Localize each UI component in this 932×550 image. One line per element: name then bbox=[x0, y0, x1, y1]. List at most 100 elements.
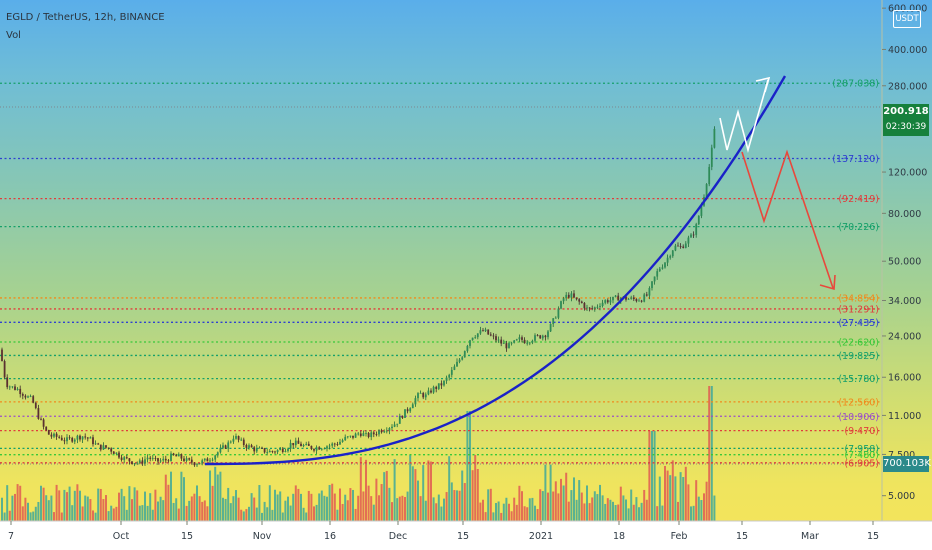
volume-bar bbox=[164, 474, 167, 521]
candle-body bbox=[664, 262, 666, 268]
currency-button[interactable]: USDT bbox=[893, 10, 921, 28]
candle-body bbox=[593, 307, 596, 309]
candle-body bbox=[68, 437, 71, 439]
volume-bar bbox=[248, 506, 250, 521]
level-label: (22.620) bbox=[838, 337, 879, 348]
candle-body bbox=[253, 447, 256, 452]
volume-bar bbox=[565, 472, 568, 521]
volume-bar bbox=[500, 512, 503, 521]
candle-body bbox=[305, 443, 308, 446]
candle-body bbox=[531, 340, 534, 343]
candle-body bbox=[344, 436, 347, 441]
volume-bar bbox=[526, 507, 529, 521]
candle-body bbox=[6, 377, 9, 388]
candle-body bbox=[482, 330, 484, 332]
volume-bar bbox=[422, 465, 425, 521]
volume-bar bbox=[146, 505, 149, 521]
volume-bar bbox=[695, 480, 698, 521]
y-tick-label: 120.000 bbox=[888, 168, 927, 179]
volume-bar bbox=[398, 496, 401, 521]
volume-bar bbox=[648, 431, 651, 521]
volume-bar bbox=[482, 499, 484, 521]
volume-bar bbox=[24, 497, 27, 521]
candle-body bbox=[357, 433, 360, 435]
volume-indicator-label[interactable]: Vol bbox=[6, 30, 21, 41]
volume-bar bbox=[635, 497, 638, 521]
candle-body bbox=[645, 294, 648, 296]
candle-body bbox=[115, 452, 118, 454]
candle-body bbox=[89, 437, 92, 439]
bull-projection-path bbox=[719, 79, 769, 154]
candle-body bbox=[323, 448, 326, 450]
candle-body bbox=[336, 444, 339, 445]
candle-body bbox=[105, 445, 107, 448]
candle-body bbox=[55, 433, 58, 437]
candle-body bbox=[37, 408, 40, 419]
level-label: (31.291) bbox=[838, 304, 879, 315]
candle-body bbox=[679, 246, 682, 247]
volume-bar bbox=[115, 506, 118, 521]
candle-body bbox=[180, 454, 183, 459]
volume-bar bbox=[560, 478, 562, 521]
volume-bar bbox=[651, 431, 653, 521]
candle-body bbox=[1, 349, 3, 362]
candle-body bbox=[713, 128, 716, 148]
volume-bar bbox=[84, 495, 87, 521]
volume-bar bbox=[601, 495, 604, 521]
candle-body bbox=[396, 423, 399, 425]
volume-bar bbox=[154, 489, 157, 521]
candle-body bbox=[409, 408, 412, 412]
volume-bar bbox=[125, 509, 128, 521]
candle-body bbox=[505, 343, 508, 349]
volume-bar bbox=[206, 506, 209, 521]
candle-body bbox=[110, 448, 113, 452]
volume-bar bbox=[128, 486, 131, 521]
candle-body bbox=[133, 463, 136, 465]
candle-body bbox=[250, 445, 253, 448]
candle-body bbox=[203, 458, 206, 461]
volume-bar bbox=[625, 499, 627, 521]
candle-body bbox=[528, 342, 531, 344]
volume-bar bbox=[73, 490, 76, 521]
candle-body bbox=[81, 436, 84, 440]
candle-body bbox=[437, 383, 440, 389]
volume-bar bbox=[606, 498, 609, 521]
volume-bar bbox=[76, 484, 79, 521]
volume-bar bbox=[357, 495, 360, 521]
volume-bar bbox=[424, 500, 427, 521]
volume-bar bbox=[562, 485, 565, 521]
candle-body bbox=[66, 437, 68, 442]
candle-body bbox=[157, 458, 159, 462]
volume-bar bbox=[463, 483, 466, 521]
volume-bar bbox=[323, 495, 326, 521]
candle-body bbox=[547, 331, 549, 338]
volume-bar bbox=[60, 512, 63, 521]
candle-body bbox=[417, 393, 419, 399]
candle-body bbox=[466, 345, 469, 352]
candle-body bbox=[40, 418, 42, 420]
volume-bar bbox=[261, 512, 263, 521]
candle-body bbox=[248, 445, 250, 448]
volume-bar bbox=[66, 492, 68, 521]
volume-bar bbox=[333, 493, 336, 521]
candle-body bbox=[151, 457, 154, 459]
candle-body bbox=[8, 386, 11, 388]
candle-body bbox=[684, 243, 687, 248]
volume-bar bbox=[367, 485, 370, 521]
volume-bar bbox=[502, 503, 505, 521]
candle-body bbox=[388, 428, 391, 431]
candle-body bbox=[497, 339, 500, 341]
candle-body bbox=[656, 271, 659, 277]
x-tick-label: 7 bbox=[8, 531, 14, 542]
candle-body bbox=[146, 457, 149, 460]
level-label: (137.120) bbox=[832, 154, 879, 165]
volume-bar bbox=[170, 471, 172, 521]
volume-bar bbox=[487, 489, 490, 521]
volume-bar bbox=[162, 500, 165, 521]
candle-body bbox=[385, 430, 388, 432]
volume-bar bbox=[700, 500, 703, 521]
candle-body bbox=[211, 459, 214, 461]
candle-body bbox=[463, 351, 466, 358]
